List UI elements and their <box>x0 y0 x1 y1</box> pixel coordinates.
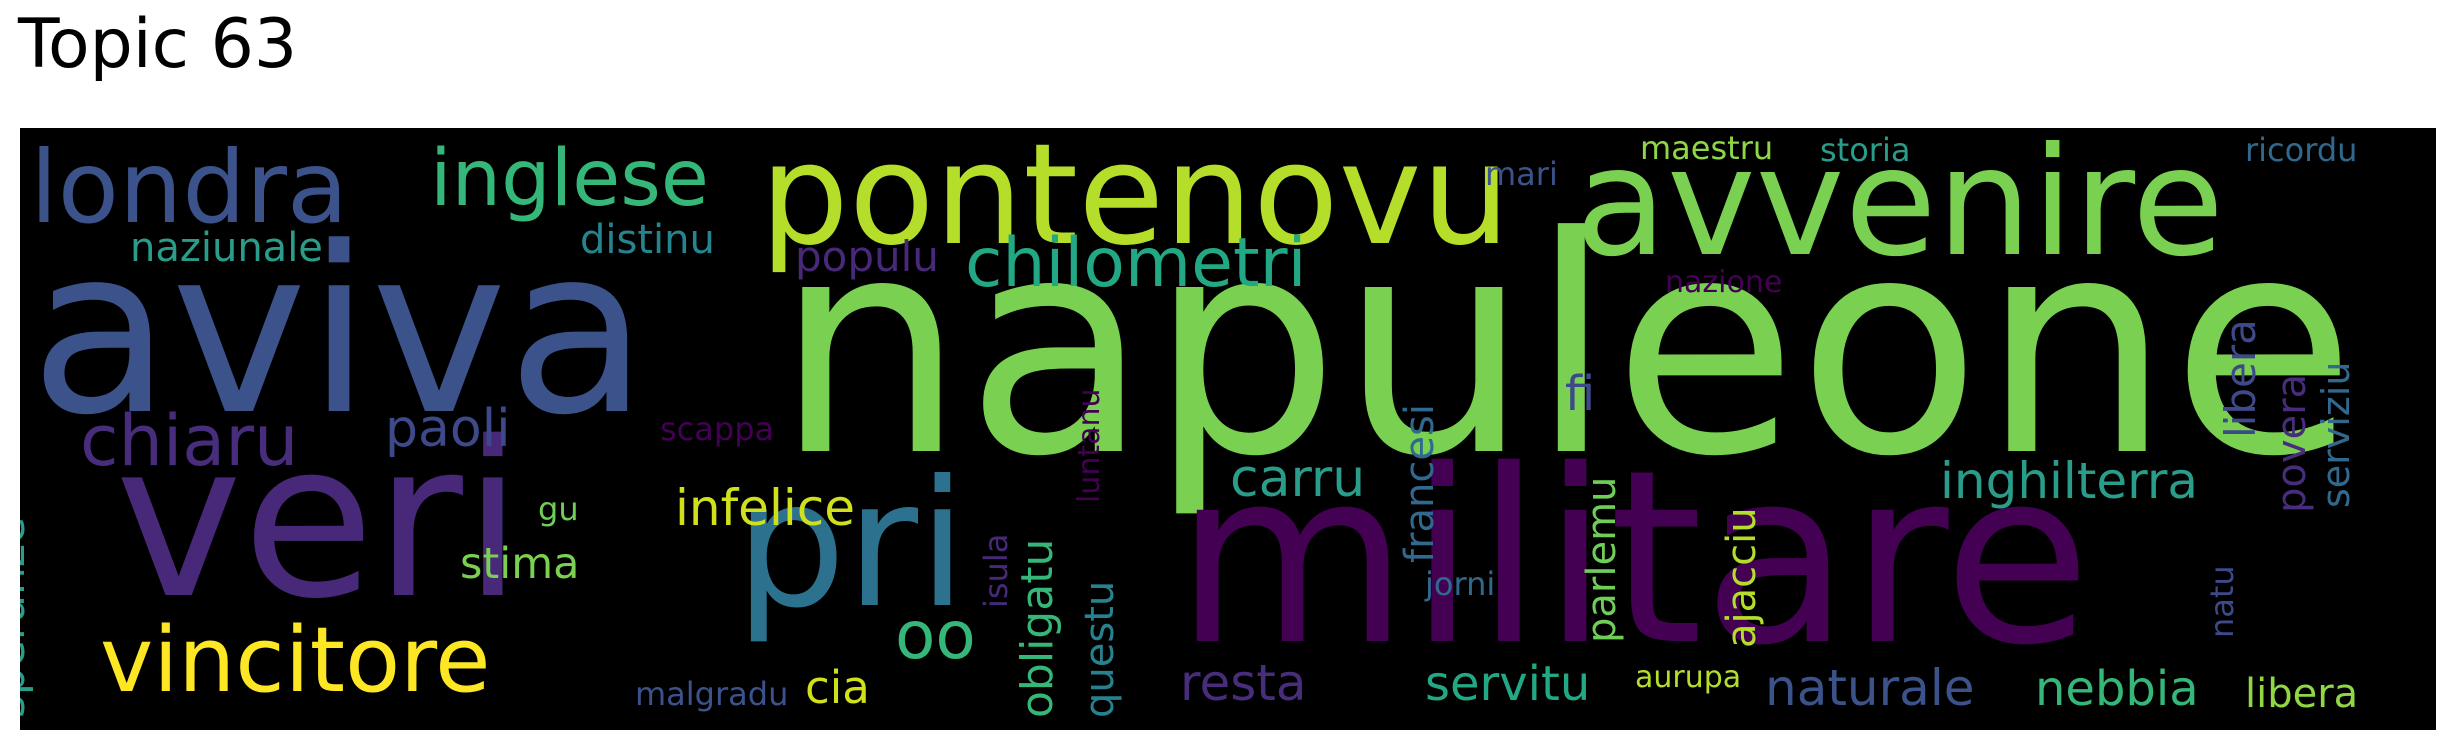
word-chilometri: chilometri <box>965 224 1307 303</box>
word-stima: stima <box>460 539 580 589</box>
word-infelice: infelice <box>675 479 855 537</box>
word-obligatu: obligatu <box>1012 538 1063 718</box>
word-povera: povera <box>2269 373 2315 513</box>
word-inglese: inglese <box>430 134 709 224</box>
word-servitu: servitu <box>1425 656 1591 712</box>
word-libera-1: libera <box>2245 671 2359 717</box>
word-nazione: nazione <box>1665 265 1783 300</box>
word-napuleone: napuleone <box>775 173 2356 522</box>
word-carru: carru <box>1230 449 1366 509</box>
word-pontenovu: pontenovu <box>760 128 1511 277</box>
word-oo: oo <box>895 597 976 674</box>
word-speranze: speranze <box>20 516 35 718</box>
word-paoli: paoli <box>385 399 511 459</box>
word-libera-2: libera <box>2216 319 2265 438</box>
word-avvenire: avvenire <box>1575 128 2225 290</box>
word-isula: isula <box>977 533 1015 608</box>
word-aurupa: aurupa <box>1635 660 1742 695</box>
word-malgradu: malgradu <box>635 675 789 713</box>
word-naturale: naturale <box>1765 659 1975 717</box>
word-pri: pri <box>735 444 967 647</box>
word-luntanu: luntanu <box>1072 388 1107 503</box>
word-storia: storia <box>1820 131 1911 169</box>
word-francesi: francesi <box>1397 404 1443 563</box>
word-militare: militare <box>1175 418 2092 698</box>
word-distinu: distinu <box>580 217 715 263</box>
word-ricordu: ricordu <box>2245 131 2358 169</box>
word-cloud: napuleone militare aviva veri avvenire p… <box>20 128 2436 730</box>
word-scappa: scappa <box>660 410 775 448</box>
word-chiaru: chiaru <box>80 400 299 482</box>
word-maestru: maestru <box>1640 129 1774 167</box>
word-veri: veri <box>115 395 523 646</box>
word-natu: natu <box>2203 565 2241 638</box>
word-aviva: aviva <box>30 199 649 466</box>
page-title: Topic 63 <box>18 5 298 84</box>
word-questu: questu <box>1077 580 1123 718</box>
word-londra: londra <box>30 129 349 246</box>
word-ajacciu: ajacciu <box>1719 507 1765 648</box>
word-cia: cia <box>805 661 870 714</box>
word-populu: populu <box>795 232 939 281</box>
word-nebbia: nebbia <box>2035 661 2199 717</box>
word-mari: mari <box>1485 155 1558 193</box>
word-naziunale: naziunale <box>130 225 323 271</box>
word-inghilterra: inghilterra <box>1940 452 2199 510</box>
word-gu: gu <box>538 490 579 528</box>
word-resta: resta <box>1180 654 1307 712</box>
word-fi: fi <box>1565 366 1596 422</box>
word-serviziu: serviziu <box>2314 361 2358 508</box>
word-parlemu: parlemu <box>1579 476 1625 643</box>
word-vincitore: vincitore <box>100 608 491 713</box>
word-jorni: jorni <box>1425 565 1496 603</box>
